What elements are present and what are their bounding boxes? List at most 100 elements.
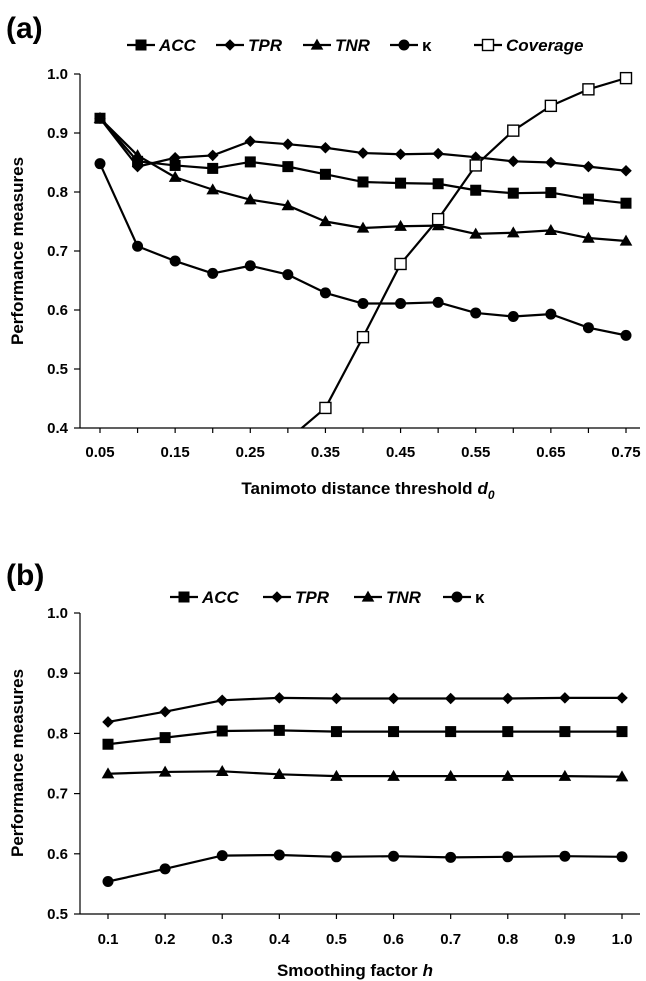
data-point-tpr bbox=[357, 147, 369, 159]
data-point-acc bbox=[207, 162, 219, 174]
legend-label-coverage: Coverage bbox=[506, 36, 583, 55]
data-point-tnr bbox=[131, 149, 144, 161]
series-kappa bbox=[102, 849, 628, 887]
x-tick-label: 0.5 bbox=[326, 931, 347, 948]
data-point-tpr bbox=[159, 705, 171, 718]
data-point-kappa bbox=[470, 307, 482, 319]
y-tick-label: 0.5 bbox=[47, 906, 68, 923]
data-point-tnr bbox=[558, 769, 572, 781]
data-point-tpr bbox=[282, 138, 294, 150]
data-point-kappa bbox=[132, 240, 144, 252]
legend-item-acc: ACC bbox=[127, 36, 197, 55]
data-point-tnr bbox=[281, 199, 295, 211]
x-axis-title-text-a: Tanimoto distance threshold bbox=[241, 479, 472, 498]
x-tick-label: 0.7 bbox=[440, 931, 461, 948]
data-point-acc bbox=[169, 159, 181, 171]
legend-label-kappa: κ bbox=[475, 588, 485, 607]
y-tick-label: 0.8 bbox=[47, 725, 68, 742]
data-point-tnr bbox=[206, 183, 220, 195]
data-point-tpr bbox=[330, 692, 343, 705]
x-tick-label: 0.55 bbox=[461, 444, 490, 461]
legend-marker-tnr bbox=[361, 590, 375, 602]
y-tick-label: 0.6 bbox=[47, 302, 68, 319]
legend-label-kappa: κ bbox=[422, 36, 432, 55]
data-point-acc bbox=[545, 187, 557, 199]
data-point-acc bbox=[395, 177, 407, 189]
data-point-tpr bbox=[273, 692, 286, 704]
data-point-tpr bbox=[502, 692, 514, 705]
data-point-tnr bbox=[101, 767, 115, 779]
data-point-kappa bbox=[273, 849, 285, 861]
data-point-acc bbox=[102, 738, 114, 750]
y-axis-title-a: Performance measures bbox=[8, 157, 27, 345]
y-tick-label: 0.7 bbox=[47, 243, 68, 260]
data-point-tnr bbox=[619, 234, 633, 246]
data-point-kappa bbox=[357, 298, 369, 310]
legend-label-tnr: TNR bbox=[335, 36, 371, 55]
panel-label-b: (b) bbox=[6, 559, 44, 592]
x-tick-label: 0.65 bbox=[536, 444, 565, 461]
data-point-kappa bbox=[502, 851, 514, 863]
x-tick-label: 0.35 bbox=[311, 444, 340, 461]
data-point-tnr bbox=[469, 227, 483, 239]
data-point-acc bbox=[319, 168, 331, 180]
data-point-kappa bbox=[616, 851, 628, 863]
data-point-coverage bbox=[544, 99, 558, 113]
data-point-coverage bbox=[582, 83, 595, 96]
data-point-tpr bbox=[387, 692, 400, 705]
legend-label-tnr: TNR bbox=[386, 588, 422, 607]
series-group-b bbox=[101, 692, 629, 887]
data-point-tnr bbox=[330, 769, 343, 781]
data-point-tpr bbox=[432, 147, 444, 160]
data-point-kappa bbox=[216, 850, 228, 862]
data-point-coverage bbox=[394, 257, 407, 271]
legend-marker-tnr bbox=[310, 38, 324, 50]
chart-panel-a: (a) ACC TPR TNR κ Coverage 0.40.50.60.70.80.… bbox=[6, 12, 641, 502]
data-point-tnr bbox=[501, 769, 515, 781]
data-point-kappa bbox=[432, 296, 444, 308]
data-point-kappa bbox=[282, 269, 294, 281]
x-axis-title-text-b: Smoothing factor bbox=[277, 961, 418, 980]
y-tick-label: 1.0 bbox=[47, 605, 68, 622]
legend-item-tnr: TNR bbox=[303, 36, 371, 55]
x-tick-label: 0.6 bbox=[383, 931, 404, 948]
data-point-kappa bbox=[545, 308, 557, 320]
x-axis-title-sub-a: 0 bbox=[488, 488, 495, 502]
data-point-tnr bbox=[319, 215, 332, 227]
y-ticks-b: 0.5 0.6 0.7 0.8 0.9 1.0 bbox=[47, 605, 80, 923]
data-point-kappa bbox=[319, 287, 331, 299]
data-point-kappa bbox=[620, 329, 632, 341]
data-point-tnr bbox=[273, 768, 286, 780]
data-point-tpr bbox=[620, 164, 632, 177]
x-axis-title-a: Tanimoto distance threshold d0 bbox=[241, 479, 494, 502]
data-point-kappa bbox=[330, 851, 342, 863]
x-tick-label: 0.75 bbox=[611, 444, 640, 461]
legend-label-acc: ACC bbox=[158, 36, 197, 55]
data-point-tnr bbox=[215, 765, 229, 777]
x-tick-label: 0.9 bbox=[554, 931, 575, 948]
legend-marker-coverage bbox=[481, 38, 495, 52]
legend-item-tpr: TPR bbox=[263, 588, 330, 607]
legend-a: ACC TPR TNR κ Coverage bbox=[127, 36, 583, 55]
x-ticks-b: 0.1 0.2 0.3 0.4 0.5 0.6 0.7 0.8 0.9 1.0 bbox=[98, 914, 632, 948]
data-point-acc bbox=[159, 732, 171, 744]
data-point-kappa bbox=[207, 267, 219, 279]
data-point-acc bbox=[559, 726, 571, 738]
data-point-tpr bbox=[169, 152, 181, 164]
data-point-tpr bbox=[102, 716, 114, 728]
legend-item-tpr: TPR bbox=[216, 36, 283, 55]
y-tick-label: 1.0 bbox=[47, 66, 68, 83]
legend-marker-kappa bbox=[451, 591, 463, 603]
x-tick-label: 0.3 bbox=[212, 931, 233, 948]
data-point-tpr bbox=[469, 151, 482, 163]
data-point-acc bbox=[507, 187, 519, 199]
data-point-tpr bbox=[507, 155, 520, 168]
data-point-acc bbox=[620, 197, 632, 209]
data-point-tpr bbox=[559, 692, 571, 704]
legend-item-kappa: κ bbox=[443, 588, 485, 607]
x-tick-label: 0.1 bbox=[98, 931, 119, 948]
y-axis-title-b: Performance measures bbox=[8, 669, 27, 857]
data-point-acc bbox=[616, 726, 628, 738]
data-point-tpr bbox=[394, 148, 407, 161]
data-point-kappa bbox=[395, 298, 407, 310]
